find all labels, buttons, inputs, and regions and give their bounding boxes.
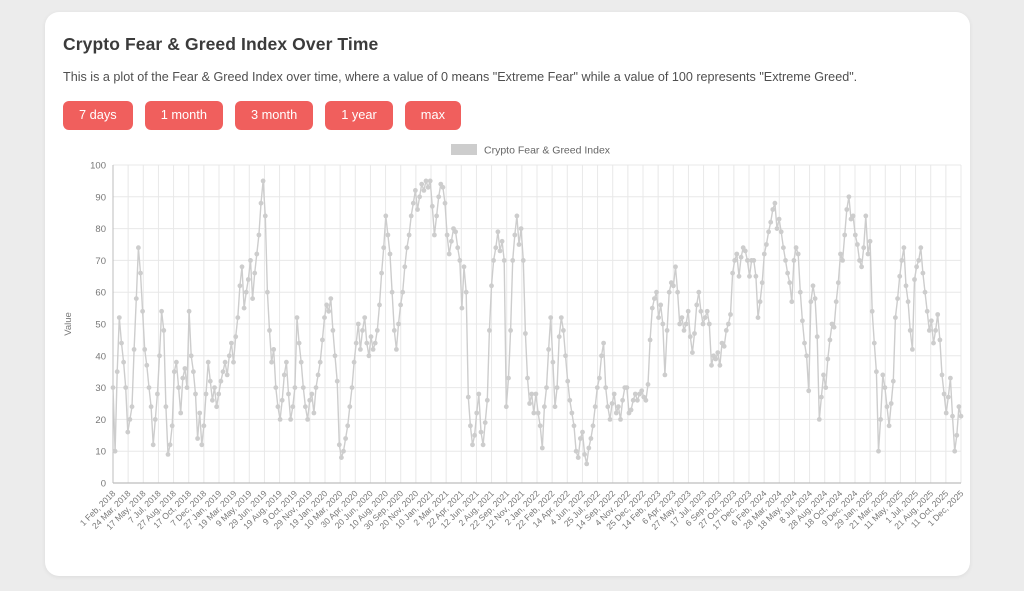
range-button-max[interactable]: max [404, 101, 461, 130]
range-button-1-month[interactable]: 1 month [144, 101, 223, 130]
range-button-7-days[interactable]: 7 days [63, 101, 133, 130]
legend-swatch [451, 143, 477, 155]
svg-text:50: 50 [95, 319, 106, 330]
svg-text:20: 20 [95, 415, 106, 426]
svg-text:60: 60 [95, 287, 106, 298]
fear-greed-chart[interactable]: 0 10 20 30 40 50 60 70 80 90 100 Value 1 Feb, 2018 24… [58, 140, 968, 552]
chart-axes [112, 164, 961, 484]
chart-legend[interactable]: Crypto Fear & Greed Index [451, 143, 611, 157]
chart-card: Crypto Fear & Greed Index Over Time This… [45, 12, 970, 576]
svg-text:100: 100 [90, 160, 106, 171]
series-fear-greed [110, 178, 964, 467]
svg-text:40: 40 [95, 351, 106, 362]
svg-text:10: 10 [95, 446, 106, 457]
y-axis-title: Value [63, 312, 74, 336]
y-axis-tick-labels: 0 10 20 30 40 50 60 70 80 90 100 [90, 160, 106, 489]
legend-label: Crypto Fear & Greed Index [484, 144, 611, 156]
range-buttons: 7 days 1 month 3 month 1 year max [63, 101, 952, 130]
range-button-1-year[interactable]: 1 year [325, 101, 393, 130]
svg-text:90: 90 [95, 192, 106, 203]
page-description: This is a plot of the Fear & Greed Index… [63, 70, 858, 84]
range-button-3-month[interactable]: 3 month [234, 101, 314, 130]
svg-text:70: 70 [95, 256, 106, 267]
svg-text:0: 0 [101, 478, 106, 489]
page-title: Crypto Fear & Greed Index Over Time [63, 34, 379, 54]
svg-text:30: 30 [95, 383, 106, 394]
svg-text:80: 80 [95, 224, 106, 235]
chart-svg: 0 10 20 30 40 50 60 70 80 90 100 Value 1 Feb, 201824… [63, 143, 966, 532]
chart-grid [112, 164, 962, 484]
